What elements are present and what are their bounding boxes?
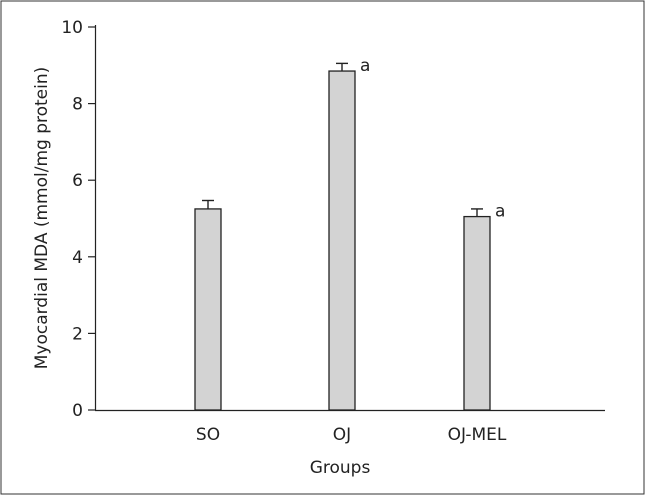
x-ticks: SO OJ OJ-MEL [196, 425, 507, 445]
y-axis-label: Myocardial MDA (mmol/mg protein) [32, 67, 52, 370]
x-axis-label: Groups [310, 458, 371, 478]
significance-label: a [360, 56, 370, 76]
bar [328, 70, 356, 411]
x-tick-label: OJ-MEL [448, 425, 507, 445]
x-tick-label: SO [196, 425, 220, 445]
bar [463, 215, 491, 411]
y-tick-label: 0 [72, 401, 83, 421]
y-tick-label: 8 [72, 95, 83, 115]
x-tick-label: OJ [333, 425, 351, 445]
y-tick-label: 10 [61, 18, 83, 38]
y-tick-label: 4 [72, 248, 83, 268]
bar [194, 208, 222, 411]
y-tick-label: 6 [72, 171, 83, 191]
y-tick-label: 2 [72, 324, 83, 344]
significance-label: a [495, 202, 505, 222]
y-ticks: 0 2 4 6 8 10 [61, 18, 95, 421]
